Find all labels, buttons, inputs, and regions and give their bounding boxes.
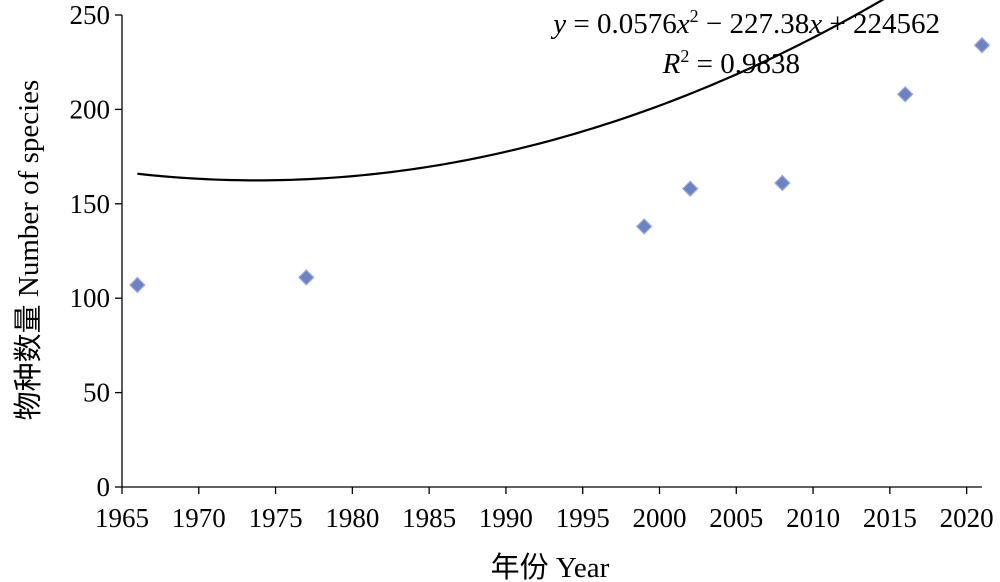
trendline-equation: y = 0.0576x2 − 227.38x + 224562	[550, 6, 940, 40]
r2-var: R	[662, 48, 681, 80]
trendline-layer	[137, 0, 885, 182]
y-tick-label: 250	[70, 0, 111, 30]
data-point	[297, 269, 315, 286]
y-tick-label: 150	[70, 189, 111, 219]
x-tick-label: 1985	[402, 503, 456, 533]
x-tick-label: 1970	[172, 503, 226, 533]
x-tick-label: 1975	[249, 503, 303, 533]
x-axis-title: 年份 Year	[491, 551, 610, 582]
y-tick-label: 200	[70, 94, 111, 124]
eq-part2: − 227.38	[699, 8, 810, 40]
data-point	[681, 180, 699, 198]
eq-part1: = 0.0576	[566, 8, 677, 40]
trendline-curve	[137, 0, 885, 182]
y-axis-title: 物种数量 Number of species	[12, 80, 45, 421]
eq-part3: + 224562	[822, 8, 940, 40]
eq-exponent: 2	[690, 6, 699, 26]
axes: 0 50 100 150 200 250 1965 1970 1975 1980 1985 1990 1…	[70, 0, 994, 533]
x-tick-label: 2010	[786, 503, 840, 533]
x-tick-label: 2015	[863, 503, 917, 533]
y-tick-label: 50	[83, 378, 110, 408]
data-point	[774, 174, 791, 192]
eq-y-var: y	[550, 8, 566, 40]
x-tick-label: 2000	[633, 503, 687, 533]
r-squared-label: R2 = 0.9838	[662, 46, 800, 80]
x-tick-label: 2020	[940, 503, 994, 533]
data-point	[896, 85, 914, 103]
r2-exponent: 2	[680, 46, 689, 66]
y-tick-label: 100	[70, 283, 111, 313]
x-tick-label: 1995	[556, 503, 610, 533]
x-tick-label: 1965	[95, 503, 149, 533]
data-point	[973, 36, 991, 54]
r2-value: = 0.9838	[689, 48, 800, 80]
x-tick-label: 1990	[479, 503, 533, 533]
x-tick-label: 2005	[709, 503, 763, 533]
data-point	[635, 218, 653, 235]
eq-x-var2: x	[808, 8, 822, 40]
x-tick-label: 1980	[325, 503, 379, 533]
eq-x-var1: x	[676, 8, 690, 40]
y-tick-label: 0	[97, 472, 111, 502]
points-layer	[129, 36, 991, 294]
data-point	[129, 276, 146, 294]
